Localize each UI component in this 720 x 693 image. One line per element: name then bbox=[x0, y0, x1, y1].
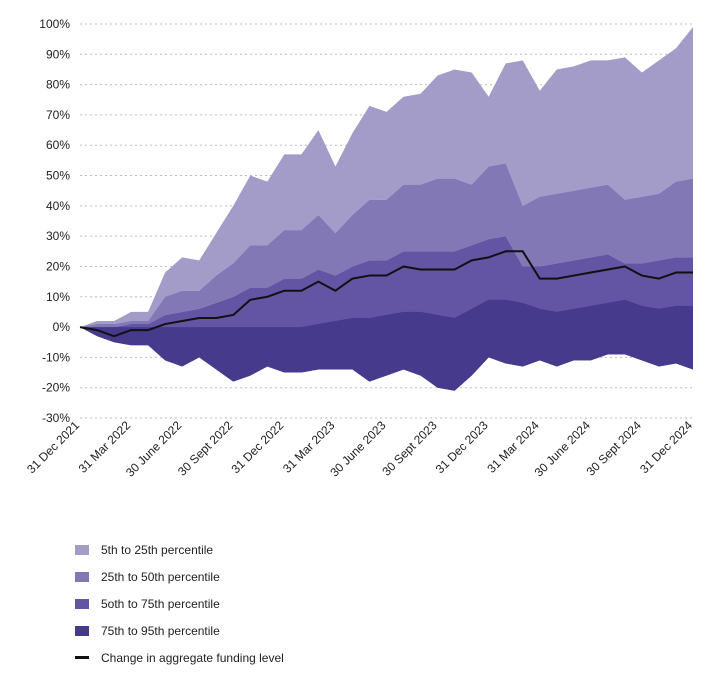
y-tick-label: 80% bbox=[46, 78, 70, 92]
y-axis-ticks: 100% 90% 80% 70% 60% 50% 40% 30% 20% 10% 0% -10% -20… bbox=[39, 17, 70, 425]
legend-swatch-75-95 bbox=[75, 625, 89, 636]
legend-label-funding-line: Change in aggregate funding level bbox=[101, 650, 284, 665]
band-3 bbox=[80, 299, 693, 391]
x-tick-label: 31 Dec 2024 bbox=[637, 418, 695, 476]
legend-item-25-50: 25th to 50th percentile bbox=[75, 563, 284, 590]
legend-label-50-75: 5oth to 75th percentile bbox=[101, 596, 220, 611]
x-tick-label: 31 Dec 2021 bbox=[24, 418, 82, 476]
y-tick-label: 10% bbox=[46, 290, 70, 304]
funding-level-line bbox=[79, 250, 693, 338]
legend-item-75-95: 75th to 95th percentile bbox=[75, 617, 284, 644]
y-tick-label: 40% bbox=[46, 199, 70, 213]
y-tick-label: 30% bbox=[46, 229, 70, 243]
legend-swatch-funding-line bbox=[75, 656, 89, 659]
legend-label-25-50: 25th to 50th percentile bbox=[101, 569, 220, 584]
legend-label-5-25: 5th to 25th percentile bbox=[101, 542, 214, 557]
legend-item-50-75: 5oth to 75th percentile bbox=[75, 590, 284, 617]
legend-label-75-95: 75th to 95th percentile bbox=[101, 623, 220, 638]
y-tick-label: -20% bbox=[42, 381, 70, 395]
y-tick-label: 60% bbox=[46, 138, 70, 152]
percentile-bands bbox=[80, 27, 693, 391]
legend: 5th to 25th percentile 25th to 50th perc… bbox=[75, 536, 284, 671]
y-tick-label: 100% bbox=[39, 17, 70, 31]
x-tick-label: 31 Dec 2022 bbox=[228, 418, 286, 476]
x-tick-label: 30 Sept 2022 bbox=[175, 418, 236, 479]
band-1 bbox=[80, 163, 693, 328]
funding-line-layer bbox=[79, 250, 693, 338]
legend-swatch-50-75 bbox=[75, 598, 89, 609]
y-tick-label: 0% bbox=[53, 320, 71, 334]
y-tick-label: 90% bbox=[46, 47, 70, 61]
band-0 bbox=[80, 27, 693, 328]
legend-item-5-25: 5th to 25th percentile bbox=[75, 536, 284, 563]
y-tick-label: -30% bbox=[42, 411, 70, 425]
y-tick-label: 70% bbox=[46, 108, 70, 122]
x-tick-label: 30 Sept 2023 bbox=[379, 418, 440, 479]
y-tick-label: -10% bbox=[42, 350, 70, 364]
legend-item-funding-line: Change in aggregate funding level bbox=[75, 644, 284, 671]
funding-level-chart: 100% 90% 80% 70% 60% 50% 40% 30% 20% 10% 0% -10% -20… bbox=[24, 17, 695, 480]
y-tick-label: 20% bbox=[46, 259, 70, 273]
y-tick-label: 50% bbox=[46, 169, 70, 183]
legend-swatch-5-25 bbox=[75, 544, 89, 555]
x-tick-label: 31 Dec 2023 bbox=[433, 418, 491, 476]
x-tick-label: 30 Sept 2024 bbox=[584, 418, 645, 479]
legend-swatch-25-50 bbox=[75, 571, 89, 582]
